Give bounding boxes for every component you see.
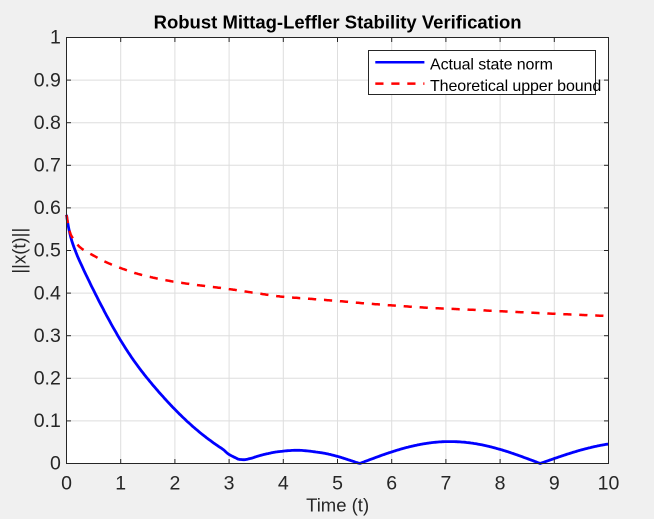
svg-text:1: 1	[50, 27, 61, 49]
svg-text:0: 0	[61, 473, 72, 495]
svg-text:4: 4	[278, 473, 289, 495]
svg-text:6: 6	[386, 473, 397, 495]
svg-text:2: 2	[169, 473, 180, 495]
svg-text:Robust Mittag-Leffler Stabilit: Robust Mittag-Leffler Stability Verifica…	[154, 12, 522, 33]
svg-text:Time (t): Time (t)	[306, 495, 369, 516]
svg-text:0.5: 0.5	[34, 240, 61, 262]
svg-text:9: 9	[549, 473, 560, 495]
svg-text:0.4: 0.4	[34, 282, 61, 304]
svg-text:1: 1	[115, 473, 126, 495]
svg-text:8: 8	[495, 473, 506, 495]
svg-text:5: 5	[332, 473, 343, 495]
svg-text:0.1: 0.1	[34, 410, 61, 432]
svg-text:7: 7	[440, 473, 451, 495]
svg-text:0.9: 0.9	[34, 69, 61, 91]
svg-text:0.8: 0.8	[34, 112, 61, 134]
svg-text:||x(t)||: ||x(t)||	[8, 228, 29, 274]
svg-text:0: 0	[50, 453, 61, 475]
svg-text:10: 10	[598, 473, 620, 495]
svg-text:3: 3	[224, 473, 235, 495]
svg-text:0.6: 0.6	[34, 197, 61, 219]
svg-text:0.7: 0.7	[34, 155, 61, 177]
svg-text:Theoretical upper bound: Theoretical upper bound	[430, 78, 601, 95]
svg-text:Actual state norm: Actual state norm	[430, 57, 553, 74]
svg-text:0.3: 0.3	[34, 325, 61, 347]
svg-text:0.2: 0.2	[34, 368, 61, 390]
